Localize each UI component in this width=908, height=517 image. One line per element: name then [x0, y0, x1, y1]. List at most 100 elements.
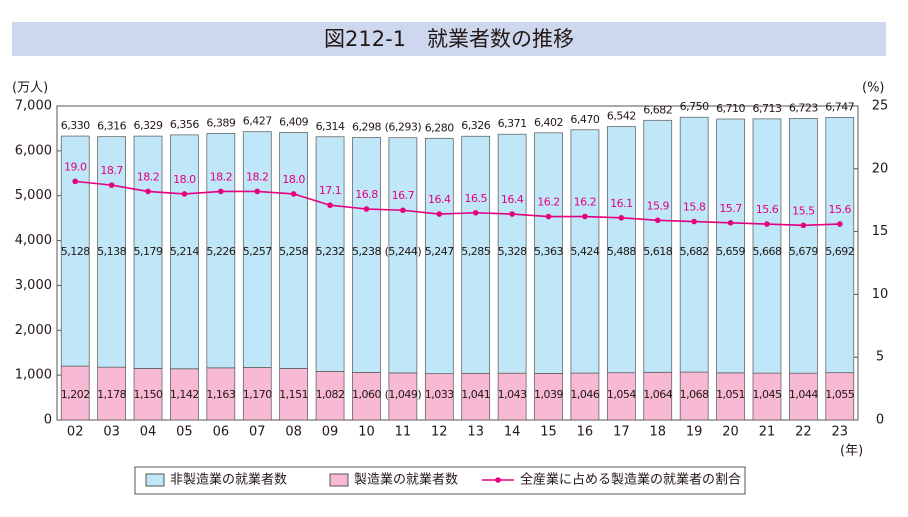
x-tick-label: 08: [285, 425, 302, 440]
line-point: [618, 214, 625, 221]
value-label: 1,178: [97, 388, 126, 401]
y-tick-label: 2,000: [15, 323, 52, 338]
value-label: 1,068: [680, 388, 709, 401]
line-point: [764, 221, 770, 227]
y2-tick-label: 15: [872, 224, 889, 239]
y2-tick-label: 20: [872, 161, 889, 176]
x-tick-label: 13: [467, 425, 484, 440]
value-label: 5,247: [425, 245, 454, 258]
value-label: 5,363: [534, 245, 563, 258]
bar-segment: [606, 372, 636, 421]
value-label: 1,045: [752, 388, 781, 401]
value-label: 16.4: [501, 193, 524, 206]
total-label: 6,427: [243, 115, 272, 128]
value-label: 16.5: [464, 192, 487, 205]
value-label: 1,039: [534, 388, 563, 401]
bar-segment: [570, 372, 600, 421]
chart-title: 図212-1 就業者数の推移: [324, 27, 574, 51]
line-point: [327, 202, 333, 209]
total-label: 6,316: [97, 120, 126, 133]
y-tick-label: 4,000: [15, 233, 52, 248]
total-label: 6,280: [425, 121, 454, 134]
bar-segment: [279, 132, 309, 369]
value-label: 5,682: [680, 245, 709, 258]
total-label: 6,389: [206, 116, 235, 129]
value-label: 16.2: [574, 196, 597, 209]
line-point: [545, 213, 552, 220]
line-point: [654, 217, 661, 224]
value-label: 5,659: [716, 245, 745, 258]
value-label: 1,064: [643, 388, 672, 401]
value-label: 16.8: [355, 188, 378, 201]
x-tick-label: 18: [649, 425, 666, 440]
x-tick-label: 22: [795, 425, 812, 440]
y-tick-label: 6,000: [15, 143, 52, 158]
line-point: [509, 211, 515, 217]
value-label: 5,138: [97, 245, 126, 258]
value-label: 1,033: [425, 388, 454, 401]
bar-segment: [606, 126, 636, 374]
total-label: 6,470: [570, 113, 599, 126]
value-label: 1,142: [170, 388, 199, 401]
value-label: 15.7: [719, 202, 742, 215]
line-point: [727, 220, 734, 226]
value-label: 1,051: [716, 388, 745, 401]
value-label: 18.2: [137, 170, 160, 183]
bar-segment: [60, 365, 90, 421]
bar-segment: [752, 372, 782, 421]
y-tick-label: 3,000: [15, 278, 52, 293]
legend-label: 全産業に占める製造業の就業者の割合: [520, 472, 741, 488]
value-label: 15.5: [792, 204, 815, 217]
x-axis-label: (年): [840, 444, 863, 459]
line-point: [290, 191, 297, 197]
value-label: 16.7: [392, 189, 415, 202]
bar-segment: [352, 372, 381, 421]
bar-segment: [789, 118, 818, 374]
x-tick-label: 06: [213, 425, 230, 440]
total-label: 6,298: [352, 120, 381, 133]
y-tick-label: 7,000: [15, 99, 52, 114]
total-label: 6,723: [789, 101, 818, 114]
value-label: 16.2: [537, 196, 560, 209]
bar-segment: [97, 366, 126, 421]
value-label: 18.2: [210, 170, 233, 183]
legend-swatch: [495, 477, 501, 483]
value-label: (1,049): [385, 388, 422, 401]
value-label: 1,082: [316, 388, 345, 401]
total-label: 6,409: [279, 116, 308, 129]
value-label: 1,170: [243, 388, 272, 401]
bar-segment: [716, 118, 745, 374]
x-tick-label: 11: [395, 425, 412, 440]
y2-axis-label: (%): [862, 81, 885, 96]
x-tick-label: 07: [249, 425, 266, 440]
value-label: 5,238: [352, 245, 381, 258]
y2-tick-label: 10: [872, 287, 889, 302]
y-tick-label: 5,000: [15, 188, 52, 203]
value-label: 15.9: [647, 199, 670, 212]
bar-segment: [752, 118, 782, 374]
value-label: 5,328: [498, 245, 527, 258]
value-label: 17.1: [319, 184, 342, 197]
value-label: 5,424: [570, 245, 599, 258]
line-point: [691, 218, 697, 225]
value-label: 5,692: [825, 245, 854, 258]
total-label: 6,710: [716, 102, 745, 115]
total-label: 6,682: [643, 103, 672, 116]
value-label: 1,202: [61, 388, 90, 401]
bar-segment: [643, 119, 673, 373]
x-tick-label: 12: [431, 425, 448, 440]
x-tick-label: 02: [67, 425, 84, 440]
line-point: [582, 213, 588, 220]
value-label: 1,060: [352, 388, 381, 401]
line-point: [836, 221, 843, 227]
y2-tick-label: 25: [872, 99, 889, 114]
total-label: 6,330: [61, 119, 90, 132]
bar-segment: [206, 367, 236, 421]
value-label: 5,258: [279, 245, 308, 258]
value-label: 1,163: [206, 388, 235, 401]
bar-segment: [534, 132, 563, 374]
value-label: 5,226: [206, 245, 235, 258]
x-tick-label: 10: [358, 425, 375, 440]
value-label: 15.6: [829, 203, 852, 216]
value-label: 1,041: [461, 388, 490, 401]
